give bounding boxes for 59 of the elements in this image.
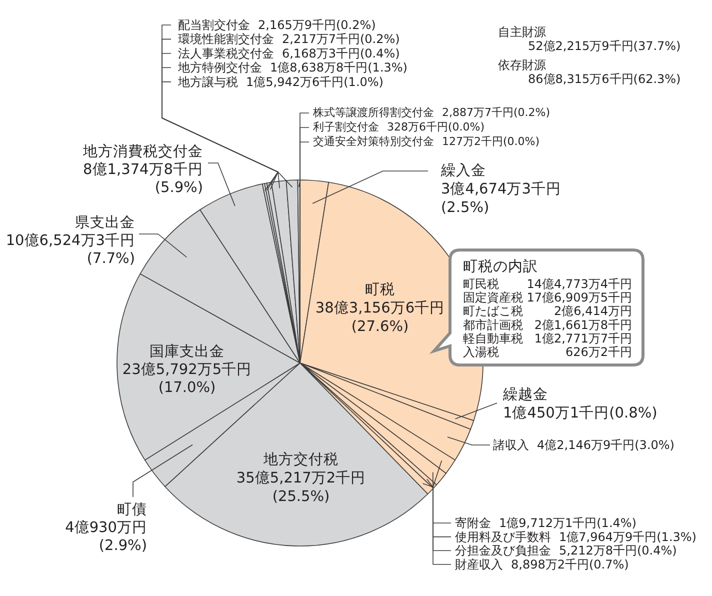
text: 17億6,909万5千円 — [526, 290, 632, 305]
data-label: 1億450万1千円(0.8%) — [503, 404, 658, 422]
slice-label: 国庫支出金 — [150, 343, 224, 360]
data-label: 6,168万3千円(0.4%) — [282, 46, 400, 60]
slice-label: 分担金及び負担金 — [455, 544, 551, 558]
slice-label: 環境性能割交付金 — [178, 32, 274, 46]
slice-label: 株式等譲渡所得割交付金 — [312, 106, 434, 119]
data-label: 2,165万9千円(0.2%) — [258, 18, 376, 32]
category-label: 利子割交付金 — [313, 120, 379, 134]
slice-label: 法人事業税交付金 — [178, 46, 274, 60]
slice-label: 寄附金 — [455, 516, 491, 530]
data-label: 38億3,156万6千円 (27.6%) — [315, 300, 445, 335]
text: 入湯税 — [463, 345, 499, 359]
text: 1億2,771万7千円 — [534, 331, 632, 346]
text: 固定資産税 — [463, 290, 523, 305]
data-label: 1億7,964万9千円(1.3%) — [559, 530, 696, 544]
slice-label: 地方特例交付金 — [177, 60, 262, 75]
data-label: 1億8,638万8千円(1.3%) — [270, 60, 408, 75]
text: 86億8,315万6千円(62.3%) — [528, 72, 681, 86]
text: 町税の内訳 — [463, 258, 538, 275]
slice-label: 町税 — [365, 281, 395, 298]
data-label: 5,212万8千円(0.4%) — [559, 544, 677, 558]
text: 自主財源 — [498, 25, 546, 39]
text: 町民税 — [463, 277, 499, 291]
data-label: 23億5,792万5千円 (17.0%) — [122, 361, 252, 396]
data-label: 4億930万円 (2.9%) — [65, 519, 147, 554]
text: 2億1,661万8千円 — [534, 318, 632, 332]
slice-label: 配当割交付金 — [178, 18, 250, 32]
slice-label: 使用料及び手数料 — [455, 530, 551, 544]
data-label: 2,217万7千円(0.2%) — [282, 32, 400, 46]
data-label: 3億4,674万3千円 (2.5%) — [441, 180, 561, 216]
data-label: 1億9,712万1千円(1.4%) — [499, 516, 636, 530]
data-label: 8億1,374万8千円 (5.9%) — [83, 161, 203, 196]
data-label: 10億6,524万3千円 (7.7%) — [6, 232, 135, 267]
data-label: 8,898万2千円(0.7%) — [511, 557, 629, 572]
text: 626万2千円 — [565, 345, 632, 359]
text: 依存財源 — [498, 58, 546, 72]
slice-label: 町債 — [117, 501, 147, 518]
slice-label: 県支出金 — [75, 214, 135, 231]
data-label: 35億5,217万2千円 (25.5%) — [236, 470, 366, 505]
slice-label: 地方譲与税 — [177, 74, 238, 89]
text: 軽自動車税 — [463, 331, 523, 346]
text: 14億4,773万4千円 — [526, 277, 632, 291]
data-label: 1億5,942万6千円(1.0%) — [246, 74, 384, 89]
category-label: 交通安全対策特別交付金 — [313, 135, 434, 148]
slice-label: 諸収入 — [493, 438, 529, 452]
text: 328万6千円(0.0%) — [387, 120, 485, 134]
data-label: 2,887万7千円(0.2%) — [442, 106, 550, 119]
slice-label: 地方交付税 — [262, 451, 338, 468]
data-label: 4億2,146万9千円(3.0%) — [537, 438, 674, 452]
text: 都市計画税 — [463, 318, 523, 332]
slice-label: 繰入金 — [440, 162, 486, 179]
slice-label: 地方消費税交付金 — [82, 143, 203, 160]
text: 2億6,414万円 — [554, 304, 632, 318]
text: 127万2千円(0.0%) — [442, 135, 540, 148]
slice-label: 繰越金 — [502, 386, 548, 403]
text: 町たばこ税 — [463, 304, 523, 318]
text: 52億2,215万9千円(37.7%) — [528, 39, 681, 53]
slice-label: 財産収入 — [455, 557, 503, 572]
